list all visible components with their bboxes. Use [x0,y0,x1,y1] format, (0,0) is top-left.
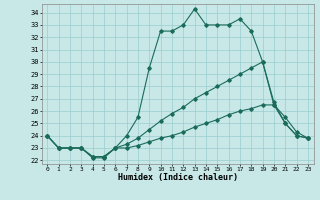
X-axis label: Humidex (Indice chaleur): Humidex (Indice chaleur) [118,173,237,182]
